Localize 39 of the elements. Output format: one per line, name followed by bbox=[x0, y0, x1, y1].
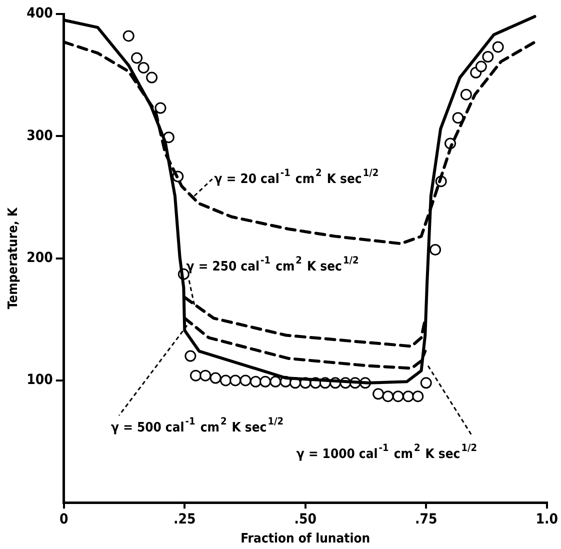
y-tick-label: 100 bbox=[26, 372, 54, 388]
point bbox=[475, 60, 487, 72]
point bbox=[146, 72, 158, 84]
x-tick-label: .50 bbox=[294, 512, 317, 528]
point bbox=[154, 102, 166, 114]
point bbox=[240, 374, 252, 386]
y-tick-label: 300 bbox=[26, 128, 54, 144]
point bbox=[492, 41, 504, 53]
point bbox=[190, 370, 202, 382]
point bbox=[420, 377, 432, 389]
point bbox=[122, 30, 134, 42]
x-tick-label: 0 bbox=[60, 512, 69, 528]
point bbox=[412, 390, 424, 402]
x-tick-label: .75 bbox=[414, 512, 438, 528]
point bbox=[250, 376, 262, 388]
x-axis-title: Fraction of lunation bbox=[240, 532, 370, 547]
x-tick-label: .25 bbox=[173, 512, 196, 528]
point bbox=[230, 374, 242, 386]
point bbox=[460, 88, 472, 100]
point bbox=[200, 370, 212, 382]
point bbox=[372, 388, 384, 400]
point bbox=[392, 390, 404, 402]
point bbox=[210, 372, 222, 384]
point bbox=[131, 52, 143, 64]
y-tick-label: 400 bbox=[26, 6, 54, 22]
point bbox=[270, 376, 282, 388]
point bbox=[184, 350, 196, 362]
line-series bbox=[183, 316, 427, 370]
point bbox=[382, 390, 394, 402]
point bbox=[260, 376, 272, 388]
point bbox=[138, 62, 150, 74]
point bbox=[430, 244, 442, 256]
point bbox=[452, 112, 464, 124]
point bbox=[220, 374, 232, 386]
point bbox=[482, 51, 494, 63]
y-tick-label: 200 bbox=[26, 250, 54, 266]
y-axis-title: Temperature, K bbox=[6, 206, 22, 310]
point bbox=[402, 390, 414, 402]
x-tick-label: 1.0 bbox=[536, 512, 558, 528]
